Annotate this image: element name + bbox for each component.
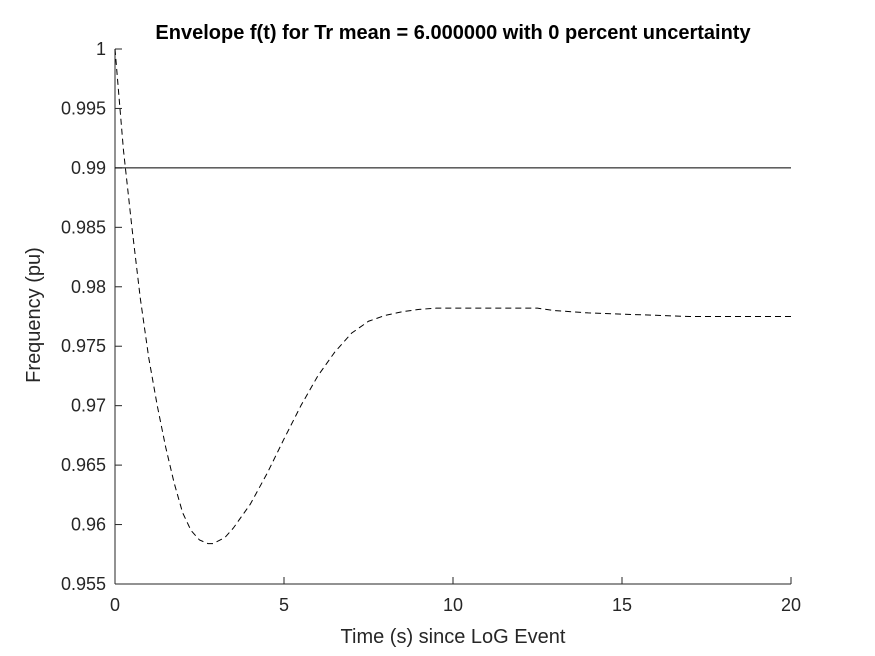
y-tick-label: 0.98	[71, 277, 106, 297]
y-tick-label: 0.985	[61, 217, 106, 237]
plot-area: 0 5 10 15 20 0.955 0.96 0.965 0.97 0.975 0.98 0.985…	[61, 39, 801, 615]
y-tick-label: 0.99	[71, 158, 106, 178]
y-tick-label: 0.955	[61, 574, 106, 594]
x-tick-label: 5	[279, 595, 289, 615]
x-tick-label: 10	[443, 595, 463, 615]
y-tick-label: 0.965	[61, 455, 106, 475]
y-tick-label: 1	[96, 39, 106, 59]
frequency-envelope-line	[114, 48, 791, 545]
x-axis-label: Time (s) since LoG Event	[341, 626, 566, 648]
y-tick-label: 0.975	[61, 336, 106, 356]
x-tick-label: 15	[612, 595, 632, 615]
y-tick-label: 0.995	[61, 98, 106, 118]
y-tick-label: 0.96	[71, 515, 106, 535]
x-tick-label: 20	[781, 595, 801, 615]
y-tick-label: 0.97	[71, 396, 106, 416]
x-tick-label: 0	[110, 595, 120, 615]
y-axis-label: Frequency (pu)	[23, 247, 45, 383]
chart-title: Envelope f(t) for Tr mean = 6.000000 wit…	[155, 22, 751, 44]
